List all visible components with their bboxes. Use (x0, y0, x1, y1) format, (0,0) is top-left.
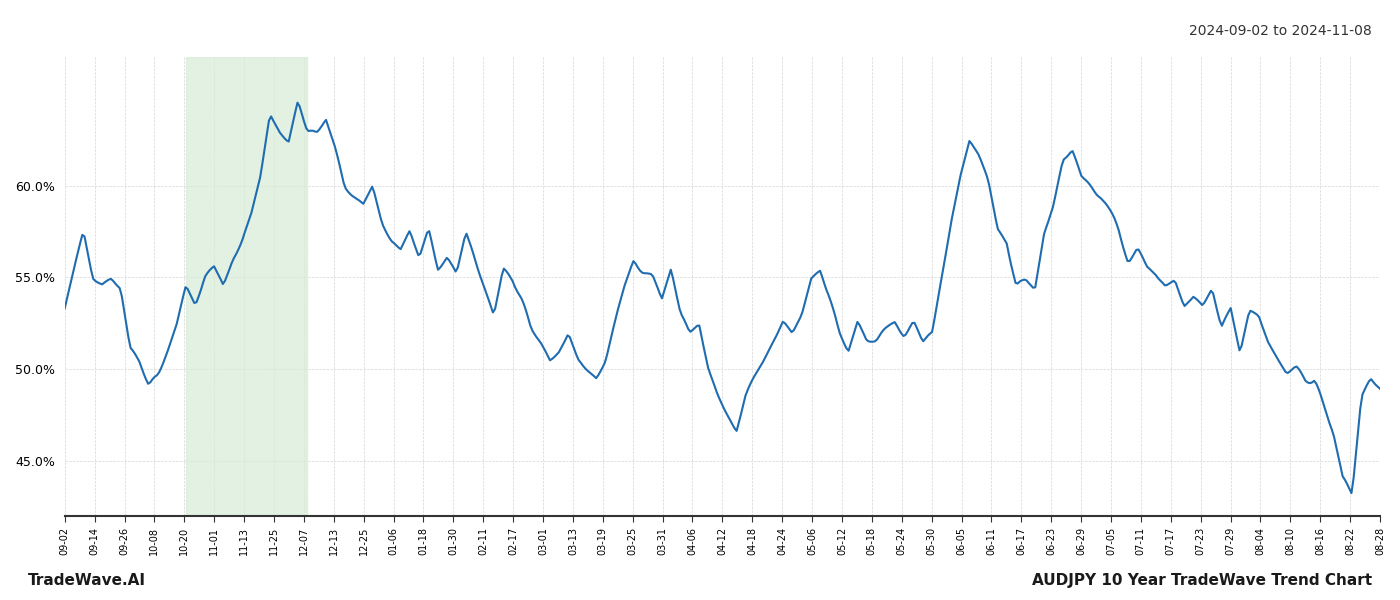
Text: 2024-09-02 to 2024-11-08: 2024-09-02 to 2024-11-08 (1189, 24, 1372, 38)
Bar (186, 57, 307, 516)
Text: TradeWave.AI: TradeWave.AI (28, 573, 146, 588)
Text: AUDJPY 10 Year TradeWave Trend Chart: AUDJPY 10 Year TradeWave Trend Chart (1032, 573, 1372, 588)
